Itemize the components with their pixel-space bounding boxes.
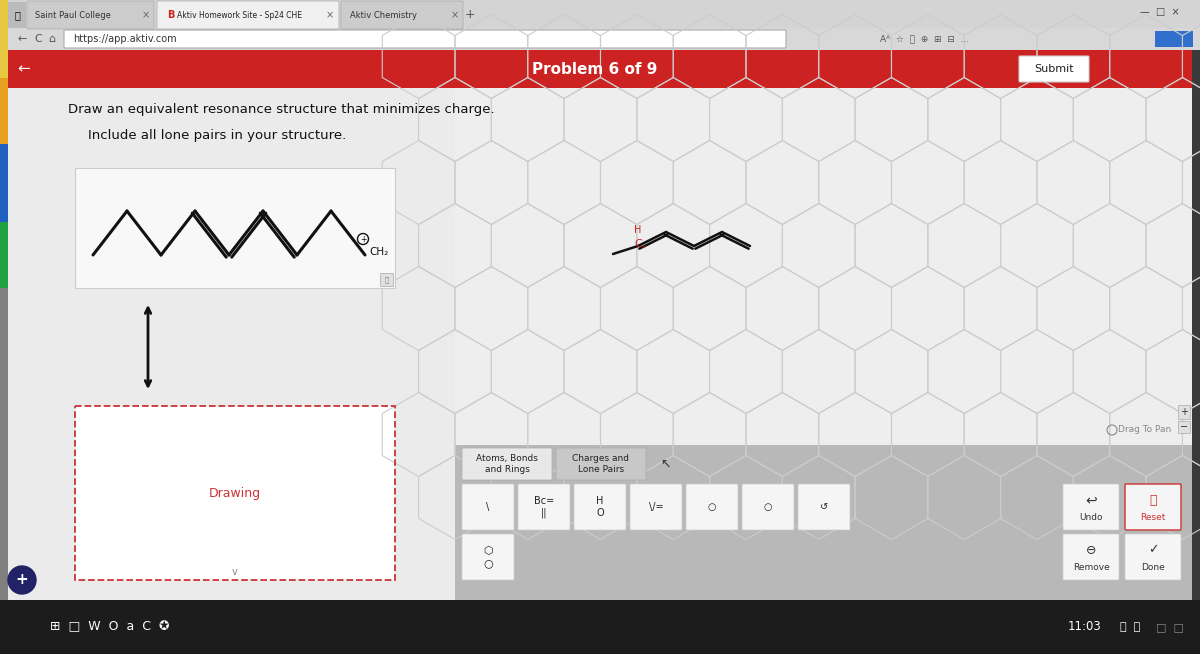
Text: ✓: ✓	[1147, 543, 1158, 557]
Text: v: v	[232, 567, 238, 577]
FancyBboxPatch shape	[556, 448, 646, 480]
FancyBboxPatch shape	[1019, 56, 1090, 82]
Text: ×: ×	[142, 10, 150, 20]
FancyBboxPatch shape	[1063, 484, 1120, 530]
FancyBboxPatch shape	[341, 1, 463, 29]
FancyBboxPatch shape	[1126, 534, 1181, 580]
Text: Reset: Reset	[1140, 513, 1165, 521]
Bar	[8, 88, 455, 600]
Text: 11:03: 11:03	[1068, 621, 1102, 634]
FancyBboxPatch shape	[574, 484, 626, 530]
Text: ×: ×	[451, 10, 460, 20]
FancyBboxPatch shape	[686, 484, 738, 530]
Text: Drag To Pan: Drag To Pan	[1118, 426, 1171, 434]
Text: Atoms, Bonds
and Rings: Atoms, Bonds and Rings	[476, 455, 538, 473]
Text: □  □: □ □	[1156, 622, 1184, 632]
Text: Undo: Undo	[1079, 513, 1103, 521]
FancyBboxPatch shape	[462, 534, 514, 580]
FancyBboxPatch shape	[1063, 534, 1120, 580]
Text: Done: Done	[1141, 562, 1165, 572]
Text: B: B	[167, 10, 174, 20]
FancyBboxPatch shape	[630, 484, 682, 530]
Bar	[0, 600, 1200, 654]
FancyBboxPatch shape	[64, 30, 786, 48]
Bar	[8, 50, 1192, 600]
Bar	[74, 406, 395, 580]
Text: https://app.aktiv.com: https://app.aktiv.com	[73, 34, 176, 44]
Bar	[0, 288, 8, 654]
FancyBboxPatch shape	[798, 484, 850, 530]
Circle shape	[8, 566, 36, 594]
Text: 🗑: 🗑	[1150, 494, 1157, 506]
Bar	[74, 168, 395, 288]
Text: Include all lone pairs in your structure.: Include all lone pairs in your structure…	[88, 129, 347, 143]
Text: ⌂: ⌂	[48, 34, 55, 44]
Text: —  □  ×: — □ ×	[1140, 7, 1180, 17]
Text: CH₂: CH₂	[370, 247, 389, 257]
Text: Drawing: Drawing	[209, 487, 262, 500]
Bar	[8, 2, 26, 28]
Text: C: C	[34, 34, 42, 44]
Text: ×: ×	[326, 10, 334, 20]
Text: +: +	[360, 235, 366, 243]
Text: Saint Paul College: Saint Paul College	[35, 10, 110, 20]
Bar	[8, 50, 1192, 88]
Text: +: +	[16, 572, 29, 587]
Text: ○: ○	[763, 502, 773, 512]
Text: \/=: \/=	[649, 502, 664, 512]
Text: Submit: Submit	[1034, 64, 1074, 74]
Text: H: H	[635, 225, 642, 235]
Text: H
O: H O	[596, 496, 604, 518]
Bar	[0, 144, 8, 222]
Bar	[0, 78, 8, 144]
Bar	[0, 0, 8, 78]
Text: Remove: Remove	[1073, 562, 1109, 572]
Text: Aktiv Homework Site - Sp24 CHE: Aktiv Homework Site - Sp24 CHE	[178, 10, 302, 20]
Text: Aktiv Chemistry: Aktiv Chemistry	[350, 10, 418, 20]
Text: +: +	[1180, 407, 1188, 417]
FancyBboxPatch shape	[28, 1, 154, 29]
Text: ○: ○	[708, 502, 716, 512]
Text: ↺: ↺	[820, 502, 828, 512]
FancyBboxPatch shape	[1126, 484, 1181, 530]
Bar	[1154, 31, 1193, 47]
FancyBboxPatch shape	[380, 273, 394, 286]
Text: C: C	[634, 239, 642, 249]
Text: ·: ·	[642, 241, 646, 255]
Text: ↖: ↖	[660, 458, 671, 470]
Bar	[74, 406, 395, 580]
Text: Aᴬ  ☆  ⬜  ⊕  ⊞  ⊟  ...: Aᴬ ☆ ⬜ ⊕ ⊞ ⊟ ...	[880, 35, 970, 44]
Text: Charges and
Lone Pairs: Charges and Lone Pairs	[572, 455, 630, 473]
Text: −: −	[1180, 422, 1188, 432]
FancyBboxPatch shape	[462, 484, 514, 530]
Bar	[0, 222, 8, 288]
Text: 🔊  📶: 🔊 📶	[1120, 622, 1140, 632]
Bar	[455, 445, 1192, 600]
Text: Bc=
||: Bc= ||	[534, 496, 554, 518]
Bar	[8, 28, 1200, 50]
Bar	[8, 0, 1200, 50]
Bar	[1178, 405, 1190, 419]
FancyBboxPatch shape	[462, 448, 552, 480]
Text: ⤢: ⤢	[385, 277, 389, 283]
FancyBboxPatch shape	[742, 484, 794, 530]
Text: ↩: ↩	[1085, 493, 1097, 507]
Text: 🖥: 🖥	[14, 10, 20, 20]
Text: +: +	[464, 9, 475, 22]
Bar	[455, 88, 1192, 445]
Text: ⬡
○: ⬡ ○	[484, 546, 493, 568]
Text: ⊞  □  W  O  a  C  ✪: ⊞ □ W O a C ✪	[50, 621, 169, 634]
Text: ←: ←	[17, 34, 26, 44]
FancyBboxPatch shape	[157, 1, 340, 29]
Text: \: \	[486, 502, 490, 512]
Text: ⊖: ⊖	[1086, 543, 1097, 557]
Bar	[1178, 421, 1190, 433]
Text: Problem 6 of 9: Problem 6 of 9	[533, 61, 658, 77]
Text: Draw an equivalent resonance structure that minimizes charge.: Draw an equivalent resonance structure t…	[68, 103, 494, 116]
Text: ←: ←	[18, 61, 30, 77]
FancyBboxPatch shape	[518, 484, 570, 530]
